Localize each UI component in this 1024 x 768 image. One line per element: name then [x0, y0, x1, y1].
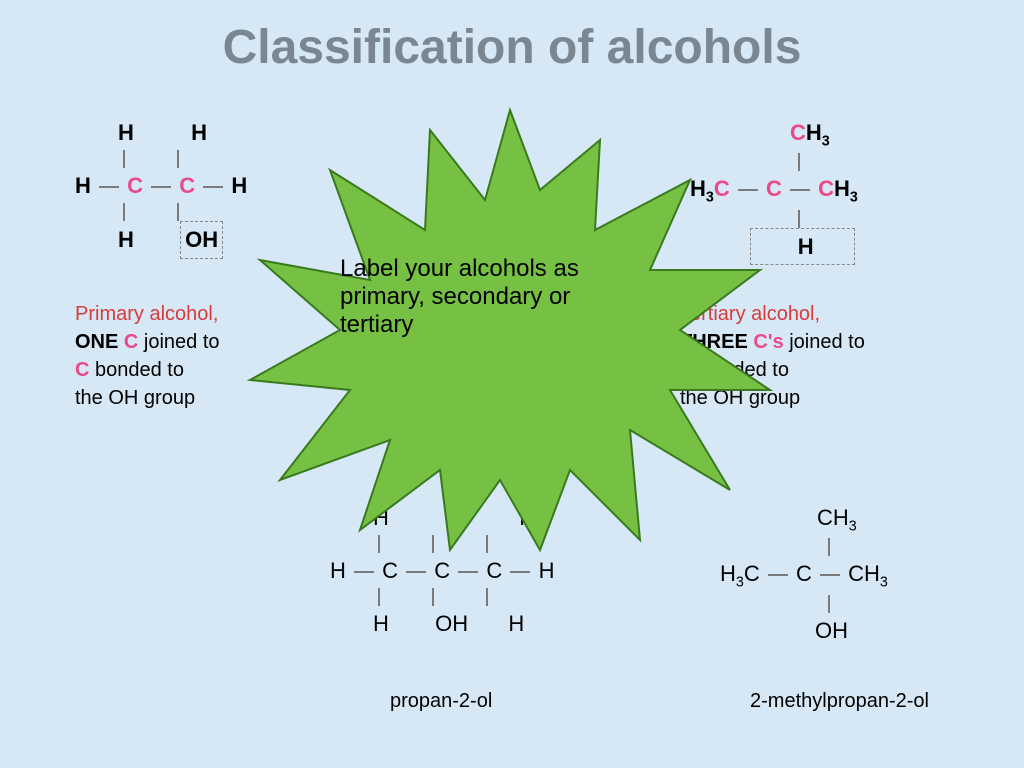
- atom-c: C: [818, 176, 834, 201]
- txt: bonded to: [89, 359, 184, 381]
- atom-c: C: [434, 558, 450, 583]
- atom-h: H: [508, 611, 524, 636]
- atom-h: H: [118, 227, 134, 252]
- primary-type-label: Primary alcohol,: [75, 300, 220, 328]
- label-propan2ol: propan-2-ol: [390, 690, 492, 713]
- atom-ch3: CH: [848, 561, 880, 586]
- txt: joined to: [138, 331, 219, 353]
- atom-h: H: [798, 234, 814, 259]
- atom-h: H: [806, 120, 822, 145]
- sub3: 3: [850, 190, 858, 206]
- sub3: 3: [822, 133, 830, 149]
- txt: C: [124, 331, 138, 353]
- txt: joined to: [784, 331, 865, 353]
- atom-c: C: [127, 173, 143, 198]
- sub3: 3: [736, 575, 744, 591]
- starburst-text: Label your alcohols as primary, secondar…: [340, 255, 640, 339]
- sub3: 3: [880, 575, 888, 591]
- atom-oh: OH: [815, 618, 848, 643]
- atom-h: H: [330, 558, 346, 583]
- atom-c: C: [796, 561, 812, 586]
- txt: C: [75, 359, 89, 381]
- atom-oh: OH: [185, 227, 218, 252]
- atom-h: H: [720, 561, 736, 586]
- atom-h: H: [118, 120, 134, 145]
- title-text: Classification of alcohols: [223, 21, 802, 74]
- atom-h: H: [191, 120, 207, 145]
- atom-c: C: [744, 561, 760, 586]
- atom-h: H: [75, 173, 91, 198]
- atom-c: C: [382, 558, 398, 583]
- atom-ch3: CH: [817, 505, 849, 530]
- molecule-primary: H H H C C H H OH: [75, 115, 247, 259]
- txt: ONE: [75, 331, 124, 353]
- label-methylpropan2ol: 2-methylpropan-2-ol: [750, 690, 929, 713]
- atom-oh: OH: [435, 611, 468, 636]
- txt: the OH group: [75, 384, 220, 412]
- slide-title: Classification of alcohols: [0, 0, 1024, 75]
- atom-c: C: [179, 173, 195, 198]
- primary-description: Primary alcohol, ONE C joined to C bonde…: [75, 300, 220, 412]
- atom-h: H: [539, 558, 555, 583]
- sub3: 3: [849, 518, 857, 534]
- atom-h: H: [834, 176, 850, 201]
- atom-c: C: [486, 558, 502, 583]
- atom-h: H: [373, 611, 389, 636]
- atom-c: C: [790, 120, 806, 145]
